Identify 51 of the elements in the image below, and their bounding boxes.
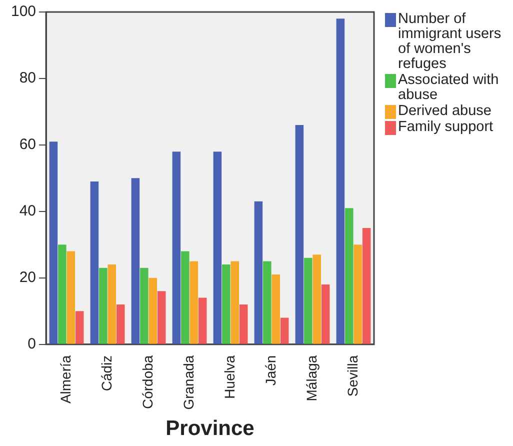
y-tick-label: 100 — [10, 3, 36, 20]
x-tick-label: Jaén — [262, 355, 278, 386]
y-tick-label: 40 — [19, 202, 36, 220]
legend-label: Number of immigrant users of women's refuges — [398, 11, 502, 72]
bar — [58, 244, 66, 344]
bar — [222, 264, 230, 344]
bar — [198, 298, 207, 344]
y-tick-label: 0 — [28, 335, 36, 352]
bar — [345, 208, 354, 344]
bar — [321, 284, 330, 344]
x-tick-label: Cádiz — [98, 355, 114, 392]
legend-label: Derived abuse — [398, 103, 492, 119]
bar — [354, 244, 362, 344]
bar — [239, 304, 248, 344]
x-tick-label: Córdoba — [139, 355, 156, 410]
y-tick-label: 60 — [19, 136, 36, 154]
bar — [75, 311, 84, 344]
bar — [336, 18, 345, 344]
bar — [362, 228, 371, 344]
x-tick-label: Almería — [57, 355, 74, 404]
bar — [131, 178, 140, 344]
x-tick-label: Sevilla — [344, 355, 360, 397]
legend-label: Associated with abuse — [398, 72, 500, 103]
bar — [304, 258, 312, 344]
x-axis-title: Province — [166, 417, 254, 440]
bar — [148, 278, 158, 344]
legend-label: Family support — [398, 119, 494, 135]
bar — [140, 268, 148, 344]
x-tick-label: Granada — [180, 355, 196, 410]
bar — [99, 268, 108, 344]
bar — [230, 261, 240, 344]
bar — [312, 254, 321, 344]
bar — [90, 181, 99, 344]
y-tick-label: 20 — [19, 268, 36, 286]
bar — [49, 142, 58, 344]
bar — [66, 251, 76, 344]
x-tick-label: Málaga — [303, 355, 320, 402]
bar — [272, 274, 280, 344]
bar — [295, 124, 304, 344]
bar — [157, 291, 166, 344]
bar — [254, 201, 263, 344]
bar — [190, 261, 198, 344]
bar — [181, 251, 190, 344]
y-tick-label: 80 — [19, 70, 36, 87]
x-tick-label: Huelva — [221, 355, 238, 399]
bar — [213, 152, 222, 344]
bar — [172, 152, 181, 344]
bar — [263, 261, 272, 344]
bar — [116, 304, 125, 344]
bar — [280, 318, 289, 344]
bar — [108, 264, 116, 344]
